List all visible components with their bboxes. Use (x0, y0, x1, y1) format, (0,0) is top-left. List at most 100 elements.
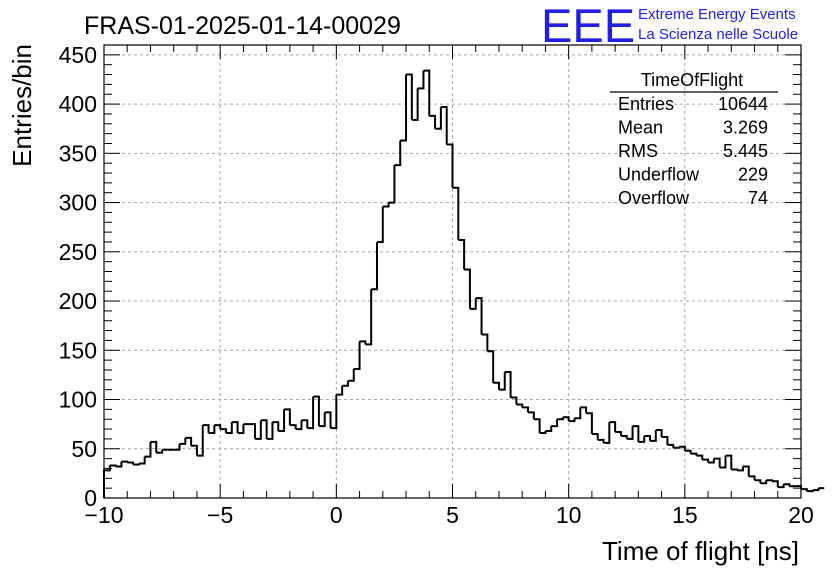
histogram-bin (382, 202, 390, 208)
histogram-bin (446, 143, 454, 188)
histogram-bin (766, 479, 773, 482)
x-tick-labels: −10 −5 0 5 10 15 20 (84, 502, 813, 528)
histogram-bin (649, 430, 657, 442)
histogram-bin (231, 421, 239, 434)
histogram-bin (133, 463, 140, 466)
histogram-bin (742, 465, 750, 477)
histogram-bin (342, 380, 349, 387)
run-title: FRAS-01-2025-01-14-00029 (84, 12, 401, 40)
histogram-bin (626, 426, 634, 440)
stats-row-value: 74 (748, 188, 768, 208)
histogram-bin (679, 445, 686, 451)
histogram-bin (731, 468, 739, 471)
x-tick-label: 20 (788, 502, 814, 528)
histogram-bin (371, 241, 378, 291)
x-tick-label: −5 (207, 502, 233, 528)
histogram-bin (347, 368, 355, 382)
histogram-bin (196, 425, 204, 457)
x-tick-label: 15 (672, 502, 698, 528)
y-tick-label: 0 (84, 485, 97, 511)
y-tick-label: 350 (59, 140, 97, 166)
y-tick-label: 450 (59, 42, 97, 68)
histogram-bin (528, 411, 535, 420)
histogram-bin (249, 423, 257, 439)
histogram-bin (144, 441, 152, 458)
histogram-bin (301, 419, 309, 429)
stats-row-label: Entries (618, 94, 674, 114)
y-axis-label: Entries/bin (7, 44, 37, 167)
histogram-bin (313, 395, 320, 427)
stats-box: TimeOfFlight Entries 10644 Mean 3.269 RMS 5.4… (610, 70, 778, 208)
stats-row-label: Mean (618, 118, 663, 138)
histogram-bin (272, 421, 280, 432)
histogram-bin (429, 114, 437, 129)
histogram-bin (411, 88, 419, 121)
x-tick-label: −10 (84, 502, 123, 528)
histogram-bin (185, 436, 193, 446)
histogram-bin (225, 422, 233, 435)
histogram-bin (661, 435, 669, 445)
histogram-bin (632, 425, 640, 442)
stats-row-value: 10644 (718, 94, 768, 114)
histogram-bin (673, 446, 681, 449)
histogram-bin (208, 425, 216, 435)
histogram-bin (713, 457, 721, 468)
histogram-bin (696, 454, 704, 460)
histogram-bin (469, 298, 477, 310)
histogram-bin (179, 437, 187, 445)
histogram-bin (638, 435, 646, 443)
histogram-bin (260, 419, 268, 439)
axis-ticks (103, 44, 802, 499)
stats-row-label: Overflow (618, 188, 690, 208)
stats-row-label: RMS (618, 141, 658, 161)
x-tick-label: 5 (446, 502, 459, 528)
histogram-bin (417, 70, 425, 90)
histogram-bin (493, 381, 500, 390)
histogram-bin (353, 341, 361, 370)
y-tick-label: 100 (59, 387, 97, 413)
histogram-bin (615, 431, 622, 436)
histogram-bin (307, 396, 315, 430)
histogram-bin (109, 464, 117, 467)
histogram-bin (214, 424, 222, 430)
histogram-bin (498, 371, 506, 391)
histogram-bin (440, 106, 448, 145)
histogram-bin (376, 206, 384, 243)
histogram-bin (655, 429, 663, 437)
eee-logo-line1: Extreme Energy Events (638, 6, 796, 23)
histogram-bin (737, 466, 744, 472)
histogram-bin (504, 370, 512, 398)
histogram-bin (121, 460, 129, 463)
histogram-bin (115, 461, 123, 468)
stats-row-value: 3.269 (723, 118, 768, 138)
histogram-bin (771, 480, 779, 488)
stats-row-value: 229 (738, 165, 768, 185)
histogram-bin (510, 396, 518, 405)
histogram-bin (551, 419, 559, 428)
y-tick-label: 300 (59, 190, 97, 216)
stats-row-value: 5.445 (723, 141, 768, 161)
histogram-bin (487, 350, 495, 383)
histogram-bin (435, 107, 442, 130)
histogram-bin (452, 186, 460, 240)
x-axis-label: Time of flight [ns] (602, 536, 799, 566)
histogram-bin (481, 333, 489, 352)
histogram-bin (603, 422, 611, 444)
histogram-bin (539, 431, 547, 435)
histogram-bin (289, 424, 297, 430)
y-tick-label: 50 (71, 436, 97, 462)
histogram-bin (574, 407, 582, 420)
histogram-bin (609, 421, 617, 433)
histogram-bin (708, 458, 715, 464)
histogram-bin (591, 432, 599, 440)
histogram-bin (475, 297, 483, 335)
histogram-bars (103, 69, 825, 498)
eee-logo: EEE (541, 0, 635, 52)
histogram-bin (330, 394, 338, 430)
histogram-bin (725, 454, 733, 470)
histogram-bin (324, 411, 332, 429)
histogram-bin (255, 420, 262, 440)
y-tick-labels: 0 50 100 150 200 250 300 350 400 450 (59, 42, 97, 511)
histogram-bin (237, 424, 245, 435)
